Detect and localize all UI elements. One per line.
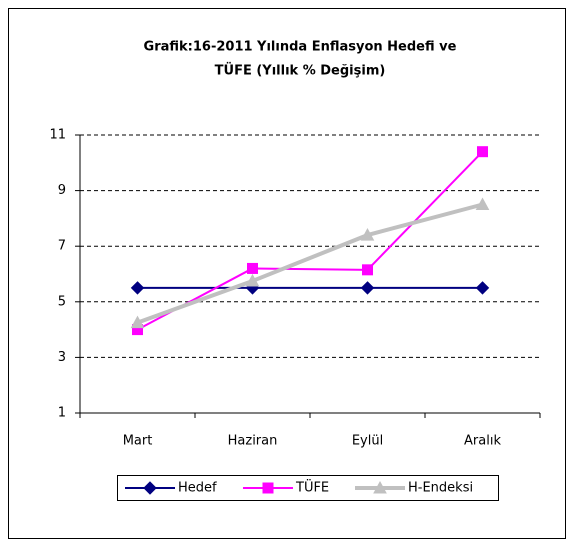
chart-frame (8, 8, 566, 539)
marker (475, 281, 490, 295)
marker (143, 481, 157, 495)
y-tick-label: 5 (58, 294, 66, 309)
x-tick-label: Aralık (464, 434, 501, 449)
legend-label: Hedef (178, 481, 217, 496)
marker (362, 264, 373, 276)
chart-title: Grafik:16-2011 Yılında Enflasyon Hedefi … (144, 40, 457, 55)
marker (262, 482, 274, 494)
series-line (136, 202, 484, 325)
marker (360, 281, 375, 295)
marker (360, 228, 375, 241)
legend-label: TÜFE (295, 479, 329, 496)
marker (130, 281, 145, 295)
legend-label: H-Endeksi (408, 481, 473, 496)
x-tick-label: Haziran (228, 434, 278, 449)
x-tick-label: Mart (123, 434, 153, 449)
marker (373, 480, 387, 494)
marker (475, 197, 490, 210)
marker (247, 262, 258, 274)
series-line (137, 150, 484, 331)
legend-box (117, 475, 499, 501)
y-tick-label: 11 (49, 128, 66, 143)
x-tick-label: Eylül (352, 434, 383, 449)
marker (477, 146, 488, 158)
y-tick-label: 9 (58, 183, 66, 198)
chart-title: TÜFE (Yıllık % Değişim) (215, 63, 386, 79)
marker (130, 315, 145, 329)
y-tick-label: 3 (58, 350, 66, 365)
y-tick-label: 7 (58, 239, 66, 254)
y-tick-label: 1 (58, 406, 66, 421)
marker (245, 273, 260, 287)
